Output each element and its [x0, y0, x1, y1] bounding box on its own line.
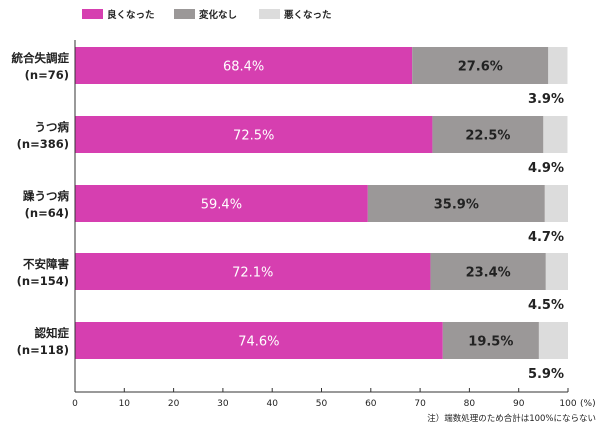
bar-4-1: [75, 253, 431, 290]
value-label-4-2: 23.4%: [466, 266, 511, 281]
bar-1-1: [75, 47, 413, 84]
bars: 68.4% 27.6% 3.9% 72.5% 22.5% 4.9% 59.4% 35.9% 4.…: [75, 47, 568, 382]
value-label-4-3: 4.5%: [528, 298, 564, 313]
x-tick-label-70: 70: [414, 399, 426, 409]
x-tick-label-30: 30: [217, 399, 229, 409]
bar-1-3: [548, 47, 568, 84]
legend: 良くなった 変化なし 悪くなった: [82, 9, 332, 21]
x-tick-label-40: 40: [266, 399, 278, 409]
category-n-5: (n=118): [17, 343, 69, 357]
x-tick-label-50: 50: [316, 399, 328, 409]
category-name-1: 統合失調症: [12, 51, 70, 65]
category-name-5: 認知症: [35, 326, 70, 340]
category-name-4: 不安障害: [23, 257, 69, 271]
x-tick-label-0: 0: [72, 399, 78, 409]
legend-swatch-3: [259, 9, 280, 19]
category-name-2: うつ病: [35, 120, 70, 134]
x-tick-label-100: 100: [559, 399, 576, 409]
x-tick-label-60: 60: [365, 399, 377, 409]
legend-label-3: 悪くなった: [284, 10, 332, 21]
value-label-5-1: 74.6%: [238, 335, 279, 350]
bar-3-3: [544, 185, 568, 222]
bar-2-2: [432, 116, 544, 153]
x-tick-label-20: 20: [168, 399, 180, 409]
category-n-1: (n=76): [25, 68, 69, 82]
value-label-2-3: 4.9%: [528, 161, 564, 176]
value-label-1-1: 68.4%: [223, 60, 264, 75]
value-label-5-2: 19.5%: [468, 335, 513, 350]
x-axis: 0 10 20 30 40 50 60 70 80 90 100 (%): [72, 40, 596, 409]
value-label-3-2: 35.9%: [434, 198, 479, 213]
bar-4-2: [430, 253, 546, 290]
bar-1-2: [412, 47, 549, 84]
value-label-3-1: 59.4%: [201, 198, 242, 213]
bar-3-2: [367, 185, 545, 222]
x-unit-label: (%): [580, 399, 596, 409]
value-label-4-1: 72.1%: [232, 266, 273, 281]
value-label-2-1: 72.5%: [233, 129, 274, 144]
value-label-1-3: 3.9%: [528, 92, 564, 107]
bar-2-3: [543, 116, 568, 153]
bar-4-3: [545, 253, 568, 290]
category-name-3: 躁うつ病: [23, 189, 69, 203]
value-label-3-3: 4.7%: [528, 230, 564, 245]
value-label-2-2: 22.5%: [465, 129, 510, 144]
legend-label-1: 良くなった: [107, 9, 155, 21]
bar-5-1: [75, 322, 443, 359]
category-n-4: (n=154): [17, 274, 69, 288]
legend-swatch-2: [174, 9, 195, 19]
x-tick-label-80: 80: [464, 399, 476, 409]
category-n-2: (n=386): [17, 137, 69, 151]
bar-2-1: [75, 116, 433, 153]
bar-3-1: [75, 185, 368, 222]
value-label-1-2: 27.6%: [458, 60, 503, 75]
x-tick-label-10: 10: [119, 399, 131, 409]
legend-swatch-1: [82, 9, 103, 19]
bar-5-2: [442, 322, 539, 359]
footnote: 注）端数処理のため合計は100%にならない: [427, 413, 596, 424]
bar-5-3: [538, 322, 568, 359]
x-tick-label-90: 90: [513, 399, 525, 409]
category-labels: 統合失調症 (n=76) うつ病 (n=386) 躁うつ病 (n=64) 不安障害 (n=15…: [12, 51, 70, 357]
category-n-3: (n=64): [25, 206, 69, 220]
legend-label-2: 変化なし: [199, 9, 237, 21]
value-label-5-3: 5.9%: [528, 367, 564, 382]
